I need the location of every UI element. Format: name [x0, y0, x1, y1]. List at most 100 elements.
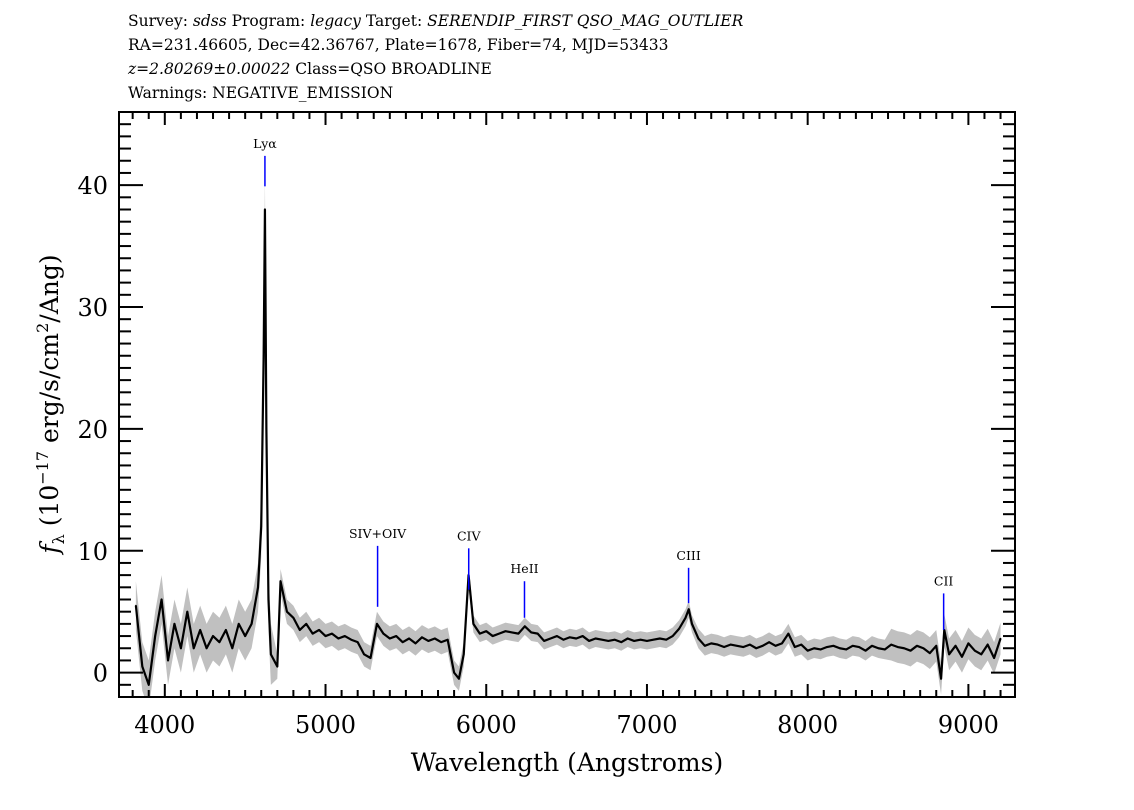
- flux-point: [337, 637, 340, 640]
- flux-point: [575, 637, 578, 640]
- flux-point: [212, 635, 214, 637]
- error-band: [135, 179, 1001, 697]
- x-tick-label: 7000: [616, 711, 677, 739]
- header-line-1: Survey: sdss Program: legacy Target: SER…: [128, 12, 744, 30]
- flux-point: [279, 580, 282, 583]
- flux-point: [781, 642, 783, 645]
- axis-ticks: 4000 5000 6000 7000 8000 9000 0 10 20 30 40: [77, 111, 1015, 739]
- flux-point: [504, 630, 507, 632]
- flux-point: [479, 632, 481, 635]
- flux-point: [691, 623, 693, 625]
- flux-point: [225, 629, 227, 631]
- flux-point: [511, 631, 513, 634]
- flux-point: [800, 643, 803, 646]
- y-label-exp2: 2: [33, 323, 52, 333]
- flux-point: [147, 684, 150, 686]
- survey-value: sdss: [193, 12, 227, 30]
- flux-point: [498, 632, 500, 635]
- flux-point: [231, 647, 234, 650]
- flux-point: [262, 354, 265, 357]
- program-value: legacy: [310, 12, 361, 30]
- y-label-mid: erg/s/cm: [35, 333, 64, 451]
- flux-point: [524, 625, 526, 628]
- flux-point: [199, 629, 201, 631]
- flux-point: [311, 632, 314, 635]
- target-label: Target:: [361, 12, 427, 30]
- flux-point: [581, 635, 584, 637]
- x-tick-label: 6000: [456, 711, 517, 739]
- flux-point: [980, 653, 983, 656]
- line-label-2: CIV: [457, 528, 482, 543]
- plot-area: Lyα SIV+OIV CIV HeII CIII CII: [134, 136, 1002, 697]
- flux-point: [974, 649, 976, 652]
- flux-point: [659, 637, 661, 640]
- flux-point: [270, 653, 272, 656]
- flux-point: [472, 623, 475, 625]
- flux-point: [318, 629, 320, 631]
- flux-point: [864, 649, 867, 652]
- x-tick-label: 9000: [938, 711, 999, 739]
- flux-point: [257, 586, 259, 589]
- flux-point: [356, 641, 359, 643]
- flux-point: [710, 642, 713, 645]
- flux-point: [601, 638, 603, 641]
- x-tick-label: 4000: [134, 711, 195, 739]
- flux-point: [363, 653, 365, 656]
- program-label: Program:: [227, 12, 311, 30]
- flux-point: [839, 647, 841, 650]
- flux-point: [389, 637, 391, 640]
- flux-point: [916, 645, 918, 647]
- flux-point: [350, 638, 353, 641]
- flux-point: [986, 643, 989, 646]
- flux-point: [684, 616, 687, 619]
- y-label-pre: (10: [35, 485, 64, 535]
- flux-point: [832, 645, 835, 647]
- flux-point: [871, 645, 873, 647]
- x-tick-label: 5000: [295, 711, 356, 739]
- flux-point: [614, 638, 616, 641]
- header-line-3: z=2.80269±0.00022 Class=QSO BROADLINE: [127, 60, 492, 78]
- flux-point: [858, 646, 860, 648]
- flux-point: [687, 608, 690, 611]
- flux-series: [134, 208, 1002, 686]
- flux-point: [462, 653, 465, 656]
- flux-point: [536, 632, 539, 635]
- flux-point: [260, 525, 263, 528]
- line-label-1: SIV+OIV: [349, 526, 407, 541]
- flux-point: [633, 640, 635, 642]
- flux-point: [408, 637, 410, 640]
- line-label-4: CIII: [676, 548, 700, 563]
- flux-point: [607, 640, 610, 642]
- flux-point: [877, 647, 880, 650]
- flux-point: [967, 642, 970, 645]
- flux-point: [491, 635, 494, 637]
- flux-point: [929, 652, 931, 654]
- flux-point: [446, 638, 449, 641]
- y-label-f: f: [35, 541, 64, 556]
- flux-point: [264, 208, 266, 211]
- flux-point: [851, 645, 854, 647]
- data-layer: [134, 179, 1002, 697]
- flux-point: [954, 645, 957, 647]
- flux-point: [787, 632, 790, 635]
- flux-point: [180, 647, 182, 650]
- flux-point: [961, 655, 963, 658]
- flux-point: [453, 671, 455, 674]
- flux-point: [729, 643, 732, 646]
- header: Survey: sdss Program: legacy Target: SER…: [127, 12, 744, 102]
- flux-point: [414, 642, 417, 645]
- flux-point: [909, 649, 912, 652]
- flux-point: [324, 635, 327, 637]
- flux-point: [922, 647, 925, 650]
- flux-point: [646, 640, 648, 642]
- flux-point: [237, 623, 240, 625]
- flux-point: [458, 677, 460, 680]
- flux-point: [652, 638, 655, 641]
- redshift-value: z=2.80269±0.00022: [127, 60, 290, 78]
- flux-point: [244, 635, 246, 637]
- y-tick-label: 30: [77, 294, 108, 322]
- flux-point: [742, 646, 745, 648]
- flux-point: [588, 640, 590, 642]
- flux-point: [716, 643, 719, 646]
